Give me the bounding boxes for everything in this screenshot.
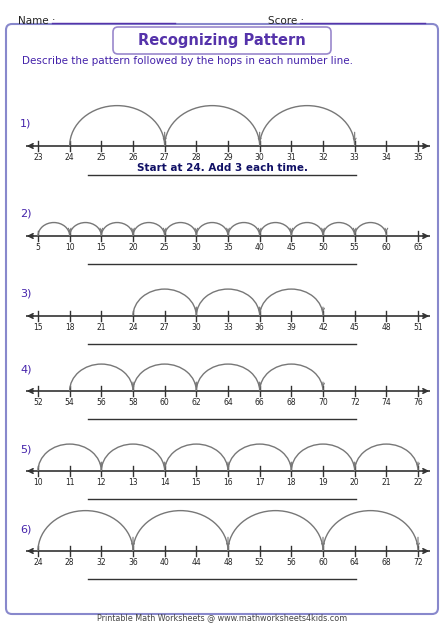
Text: 54: 54 xyxy=(65,398,75,407)
Text: 40: 40 xyxy=(160,558,170,567)
Text: 30: 30 xyxy=(191,323,201,332)
Text: Printable Math Worksheets @ www.mathworksheets4kids.com: Printable Math Worksheets @ www.mathwork… xyxy=(97,614,347,623)
Text: 21: 21 xyxy=(381,478,391,487)
Text: 33: 33 xyxy=(223,323,233,332)
Text: 68: 68 xyxy=(286,398,296,407)
Text: 1): 1) xyxy=(20,119,32,129)
Text: 36: 36 xyxy=(255,323,265,332)
Text: 6): 6) xyxy=(20,524,32,534)
Text: 35: 35 xyxy=(223,243,233,252)
Text: 64: 64 xyxy=(223,398,233,407)
Text: 39: 39 xyxy=(286,323,296,332)
Text: 11: 11 xyxy=(65,478,75,487)
Text: 62: 62 xyxy=(191,398,201,407)
Text: 30: 30 xyxy=(255,153,265,162)
Text: 14: 14 xyxy=(160,478,170,487)
Text: 19: 19 xyxy=(318,478,328,487)
Text: 56: 56 xyxy=(286,558,296,567)
Text: 22: 22 xyxy=(413,478,423,487)
Text: 5): 5) xyxy=(20,444,32,454)
Text: 44: 44 xyxy=(191,558,201,567)
Text: 55: 55 xyxy=(350,243,360,252)
Text: 64: 64 xyxy=(350,558,360,567)
Text: 36: 36 xyxy=(128,558,138,567)
Text: Name :: Name : xyxy=(18,16,56,26)
Text: 18: 18 xyxy=(286,478,296,487)
Text: 24: 24 xyxy=(33,558,43,567)
Text: 35: 35 xyxy=(413,153,423,162)
Text: 28: 28 xyxy=(65,558,75,567)
FancyBboxPatch shape xyxy=(6,24,438,614)
Text: 60: 60 xyxy=(381,243,391,252)
Text: 68: 68 xyxy=(381,558,391,567)
Text: 23: 23 xyxy=(33,153,43,162)
Text: 5: 5 xyxy=(36,243,40,252)
Text: 42: 42 xyxy=(318,323,328,332)
Text: 45: 45 xyxy=(350,323,360,332)
Text: 48: 48 xyxy=(223,558,233,567)
Text: 21: 21 xyxy=(97,323,106,332)
Text: 33: 33 xyxy=(350,153,360,162)
Text: 32: 32 xyxy=(96,558,106,567)
FancyBboxPatch shape xyxy=(113,27,331,54)
Text: 27: 27 xyxy=(160,323,170,332)
Text: 25: 25 xyxy=(96,153,106,162)
Text: Start at 24. Add 3 each time.: Start at 24. Add 3 each time. xyxy=(136,163,308,173)
Text: 31: 31 xyxy=(286,153,296,162)
Text: 15: 15 xyxy=(191,478,201,487)
Text: 74: 74 xyxy=(381,398,391,407)
Text: 66: 66 xyxy=(255,398,265,407)
Text: 76: 76 xyxy=(413,398,423,407)
Text: 32: 32 xyxy=(318,153,328,162)
Text: 10: 10 xyxy=(33,478,43,487)
Text: 60: 60 xyxy=(160,398,170,407)
Text: 13: 13 xyxy=(128,478,138,487)
Text: 65: 65 xyxy=(413,243,423,252)
Text: 48: 48 xyxy=(381,323,391,332)
Text: 27: 27 xyxy=(160,153,170,162)
Text: 52: 52 xyxy=(255,558,265,567)
Text: 30: 30 xyxy=(191,243,201,252)
Text: 17: 17 xyxy=(255,478,265,487)
Text: 72: 72 xyxy=(350,398,360,407)
Text: 45: 45 xyxy=(286,243,296,252)
Text: 15: 15 xyxy=(96,243,106,252)
Text: Describe the pattern followed by the hops in each number line.: Describe the pattern followed by the hop… xyxy=(22,56,353,66)
Text: 51: 51 xyxy=(413,323,423,332)
Text: 60: 60 xyxy=(318,558,328,567)
Text: 29: 29 xyxy=(223,153,233,162)
Text: 58: 58 xyxy=(128,398,138,407)
Text: 2): 2) xyxy=(20,209,32,219)
Text: 20: 20 xyxy=(128,243,138,252)
Text: 34: 34 xyxy=(381,153,391,162)
Text: 15: 15 xyxy=(33,323,43,332)
Text: 12: 12 xyxy=(97,478,106,487)
Text: 56: 56 xyxy=(96,398,106,407)
Text: 25: 25 xyxy=(160,243,170,252)
Text: 20: 20 xyxy=(350,478,360,487)
Text: 24: 24 xyxy=(65,153,75,162)
Text: 70: 70 xyxy=(318,398,328,407)
Text: 72: 72 xyxy=(413,558,423,567)
Text: 52: 52 xyxy=(33,398,43,407)
Text: 26: 26 xyxy=(128,153,138,162)
Text: 50: 50 xyxy=(318,243,328,252)
Text: 10: 10 xyxy=(65,243,75,252)
Text: 3): 3) xyxy=(20,289,32,299)
Text: 28: 28 xyxy=(191,153,201,162)
Text: 40: 40 xyxy=(255,243,265,252)
Text: 24: 24 xyxy=(128,323,138,332)
Text: Score :: Score : xyxy=(268,16,304,26)
Text: 18: 18 xyxy=(65,323,75,332)
Text: 4): 4) xyxy=(20,364,32,374)
Text: 16: 16 xyxy=(223,478,233,487)
Text: Recognizing Pattern: Recognizing Pattern xyxy=(138,34,306,48)
